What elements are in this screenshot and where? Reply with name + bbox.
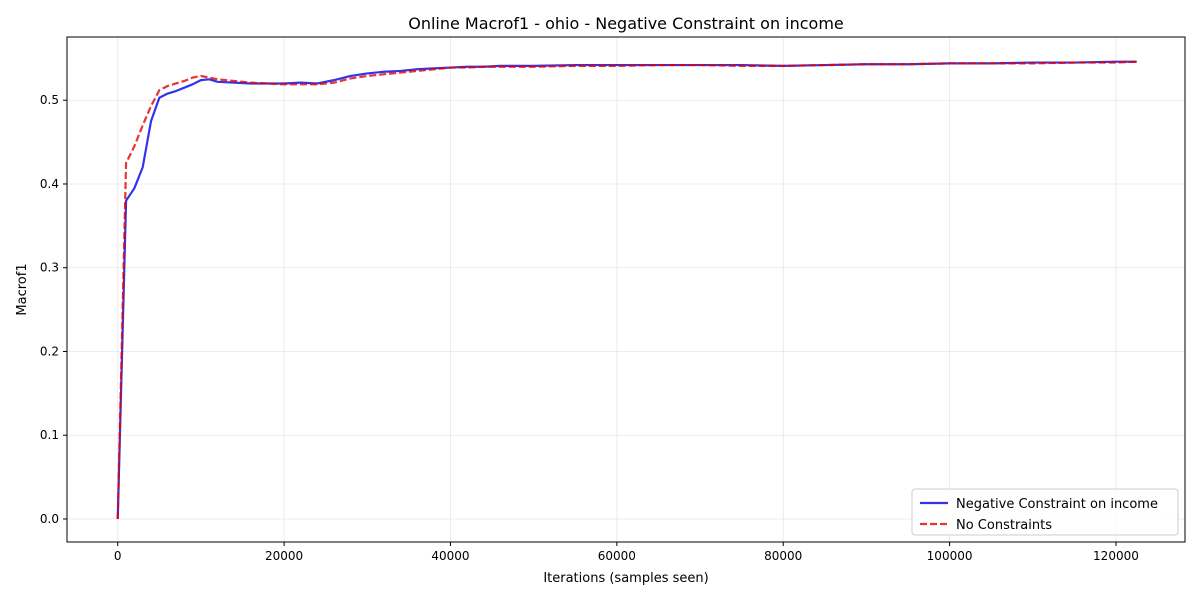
x-tick-label: 80000 [764, 549, 802, 563]
plot-frame [66, 36, 1186, 543]
y-tick-label: 0.4 [40, 177, 59, 191]
y-axis-label: Macrof1 [15, 263, 30, 315]
series-line-2 [116, 60, 1137, 519]
legend-label-2: No Constraints [956, 518, 1052, 533]
legend-box [911, 488, 1179, 536]
series-layer [116, 60, 1137, 519]
series-line-1 [116, 60, 1137, 519]
legend: Negative Constraint on income No Constrai… [911, 488, 1179, 536]
y-tick-label: 0.1 [40, 428, 59, 442]
x-tick-label: 40000 [431, 549, 469, 563]
x-tick-label: 100000 [927, 549, 973, 563]
legend-label-1: Negative Constraint on income [956, 497, 1158, 512]
x-axis-label: Iterations (samples seen) [543, 571, 708, 586]
y-tick-label: 0.0 [40, 512, 59, 526]
axis-ticks: 0 20000 40000 60000 80000 100000 120000 0.0 0.1 0… [40, 93, 1139, 563]
chart-title: Online Macrof1 - ohio - Negative Constra… [408, 14, 844, 33]
y-tick-label: 0.3 [40, 261, 59, 275]
y-tick-label: 0.2 [40, 344, 59, 358]
y-tick-label: 0.5 [40, 93, 59, 107]
x-tick-label: 60000 [598, 549, 636, 563]
x-tick-label: 20000 [265, 549, 303, 563]
x-tick-label: 0 [114, 549, 122, 563]
grid [67, 37, 1185, 542]
x-tick-label: 120000 [1093, 549, 1139, 563]
